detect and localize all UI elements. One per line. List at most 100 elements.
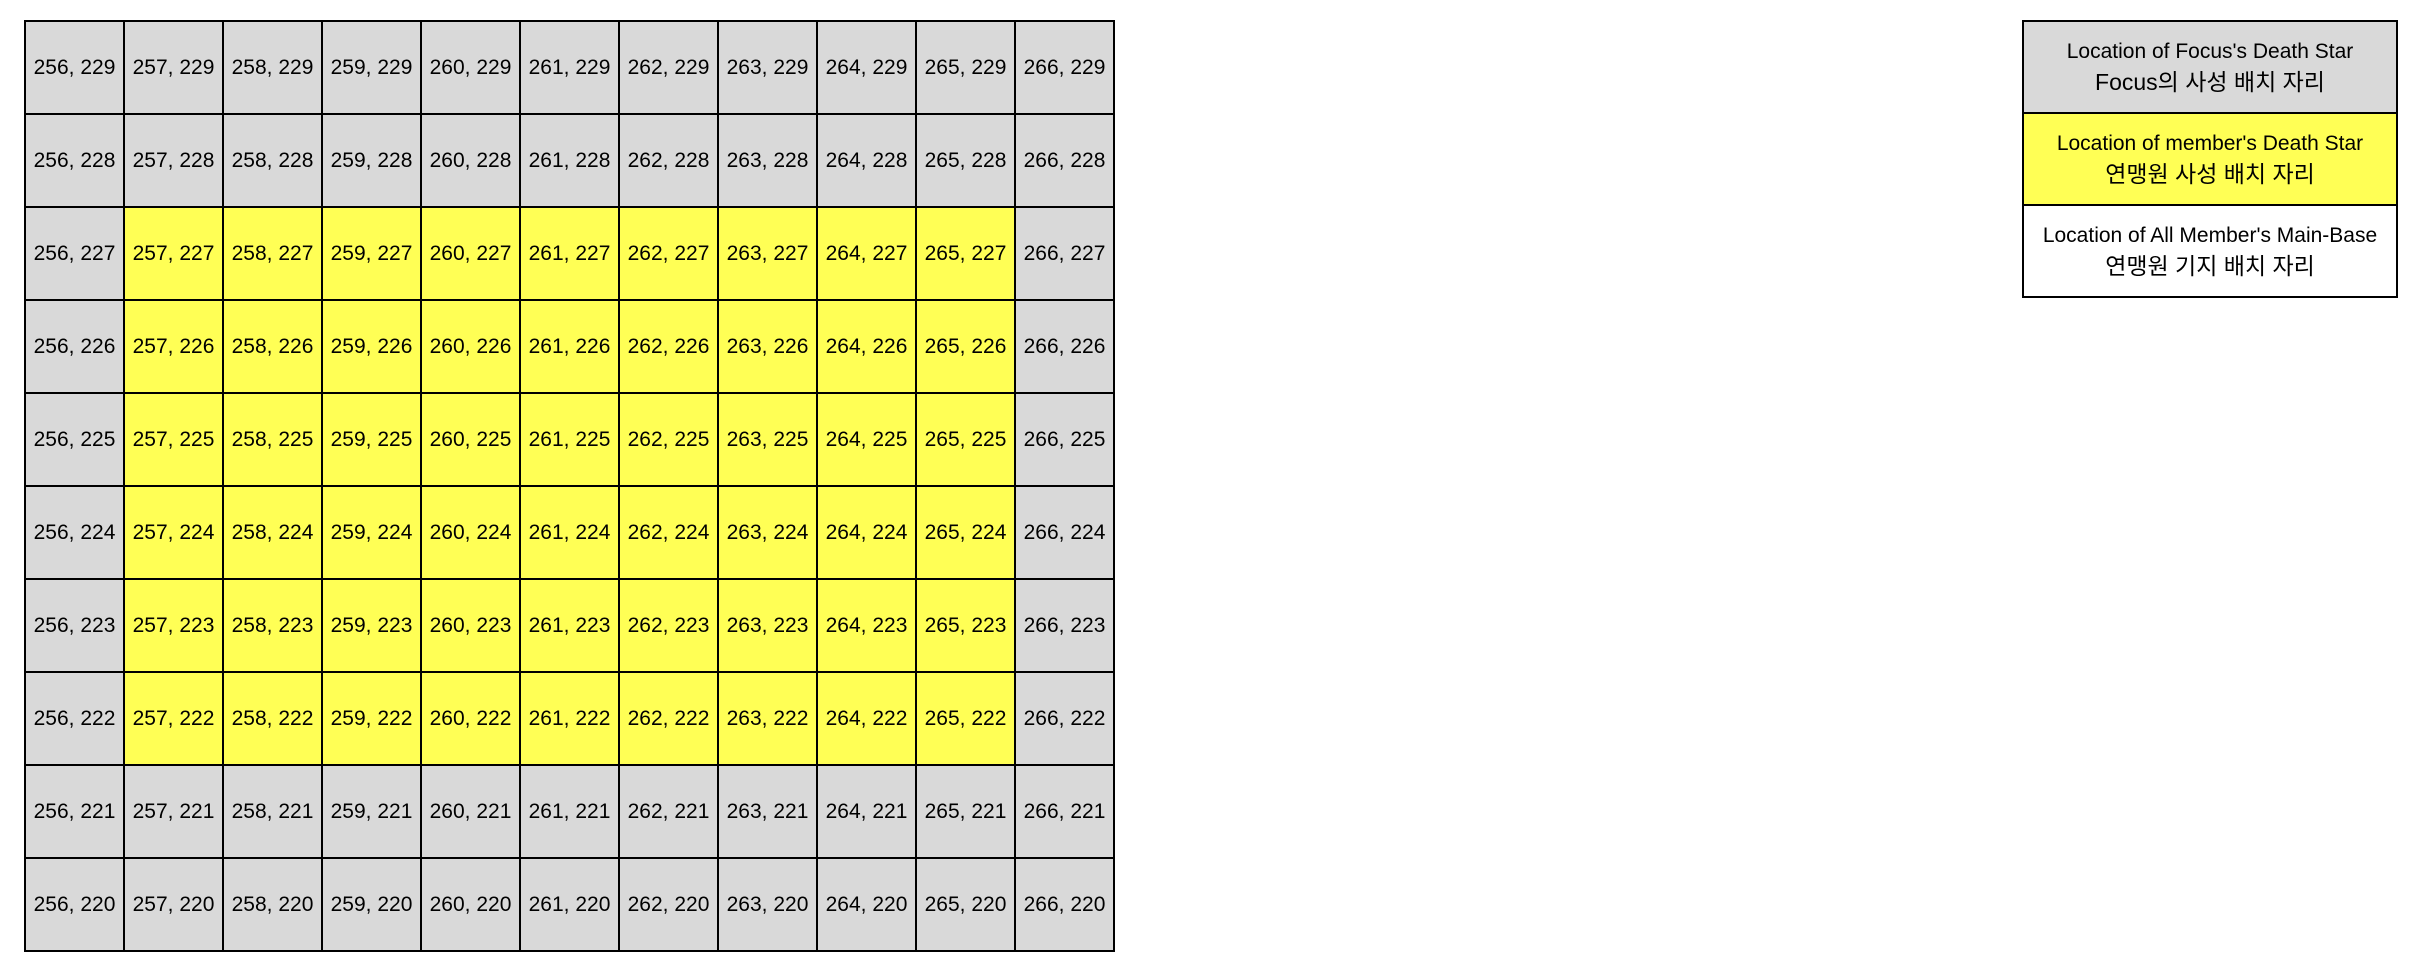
- grid-cell: 262, 224: [618, 485, 719, 580]
- grid-cell: 264, 224: [816, 485, 917, 580]
- grid-cell: 256, 221: [24, 764, 125, 859]
- grid-cell: 259, 228: [321, 113, 422, 208]
- grid-row: 256, 222 257, 222 258, 222 259, 222 260, 222…: [24, 671, 1115, 766]
- grid-cell: 262, 228: [618, 113, 719, 208]
- grid-row: 256, 223 257, 223 258, 223 259, 223 260, 223…: [24, 578, 1115, 673]
- grid-cell: 263, 223: [717, 578, 818, 673]
- grid-cell: 263, 225: [717, 392, 818, 487]
- grid-row: 256, 220 257, 220 258, 220 259, 220 260, 220…: [24, 857, 1115, 952]
- grid-cell: 256, 227: [24, 206, 125, 301]
- grid-cell: 261, 225: [519, 392, 620, 487]
- grid-cell: 256, 220: [24, 857, 125, 952]
- grid-cell: 258, 220: [222, 857, 323, 952]
- grid-cell: 262, 222: [618, 671, 719, 766]
- grid-cell: 266, 223: [1014, 578, 1115, 673]
- grid-cell: 266, 228: [1014, 113, 1115, 208]
- grid-cell: 257, 225: [123, 392, 224, 487]
- grid-cell: 261, 222: [519, 671, 620, 766]
- grid-row: 256, 228 257, 228 258, 228 259, 228 260, 228…: [24, 113, 1115, 208]
- grid-cell: 265, 229: [915, 20, 1016, 115]
- grid-cell: 264, 220: [816, 857, 917, 952]
- grid-cell: 260, 225: [420, 392, 521, 487]
- grid-cell: 264, 221: [816, 764, 917, 859]
- grid-cell: 256, 229: [24, 20, 125, 115]
- grid-cell: 265, 223: [915, 578, 1016, 673]
- grid-cell: 266, 220: [1014, 857, 1115, 952]
- grid-cell: 258, 227: [222, 206, 323, 301]
- grid-cell: 261, 223: [519, 578, 620, 673]
- grid-cell: 257, 221: [123, 764, 224, 859]
- grid-cell: 261, 221: [519, 764, 620, 859]
- grid-cell: 256, 225: [24, 392, 125, 487]
- legend-label-ko: 연맹원 기지 배치 자리: [2105, 253, 2315, 279]
- coordinate-grid: 256, 229 257, 229 258, 229 259, 229 260, 229…: [24, 20, 1115, 952]
- grid-cell: 258, 223: [222, 578, 323, 673]
- grid-cell: 265, 228: [915, 113, 1016, 208]
- grid-cell: 265, 226: [915, 299, 1016, 394]
- grid-row: 256, 224 257, 224 258, 224 259, 224 260, 224…: [24, 485, 1115, 580]
- grid-cell: 262, 229: [618, 20, 719, 115]
- grid-cell: 263, 228: [717, 113, 818, 208]
- grid-cell: 263, 221: [717, 764, 818, 859]
- grid-row: 256, 229 257, 229 258, 229 259, 229 260, 229…: [24, 20, 1115, 115]
- grid-cell: 258, 224: [222, 485, 323, 580]
- grid-cell: 256, 226: [24, 299, 125, 394]
- grid-row: 256, 225 257, 225 258, 225 259, 225 260, 225…: [24, 392, 1115, 487]
- legend-label-ko: 연맹원 사성 배치 자리: [2105, 161, 2315, 187]
- grid-cell: 263, 220: [717, 857, 818, 952]
- grid-cell: 260, 220: [420, 857, 521, 952]
- grid-cell: 262, 223: [618, 578, 719, 673]
- grid-cell: 266, 229: [1014, 20, 1115, 115]
- grid-cell: 265, 221: [915, 764, 1016, 859]
- grid-cell: 264, 222: [816, 671, 917, 766]
- grid-cell: 260, 228: [420, 113, 521, 208]
- grid-cell: 263, 222: [717, 671, 818, 766]
- grid-cell: 257, 220: [123, 857, 224, 952]
- grid-cell: 261, 220: [519, 857, 620, 952]
- grid-row: 256, 227 257, 227 258, 227 259, 227 260, 227…: [24, 206, 1115, 301]
- grid-cell: 265, 220: [915, 857, 1016, 952]
- grid-cell: 257, 227: [123, 206, 224, 301]
- grid-cell: 263, 226: [717, 299, 818, 394]
- grid-cell: 266, 227: [1014, 206, 1115, 301]
- grid-cell: 266, 221: [1014, 764, 1115, 859]
- grid-cell: 264, 229: [816, 20, 917, 115]
- grid-cell: 263, 229: [717, 20, 818, 115]
- grid-cell: 257, 228: [123, 113, 224, 208]
- grid-cell: 257, 226: [123, 299, 224, 394]
- legend-label-en: Location of Focus's Death Star: [2066, 40, 2354, 63]
- grid-cell: 262, 227: [618, 206, 719, 301]
- legend-row: Location of All Member's Main-Base 연맹원 기지…: [2022, 204, 2398, 298]
- grid-cell: 265, 225: [915, 392, 1016, 487]
- grid-cell: 259, 225: [321, 392, 422, 487]
- legend-row: Location of Focus's Death Star Focus의 사성 …: [2022, 20, 2398, 114]
- grid-cell: 261, 229: [519, 20, 620, 115]
- grid-cell: 256, 222: [24, 671, 125, 766]
- grid-cell: 256, 228: [24, 113, 125, 208]
- grid-cell: 257, 222: [123, 671, 224, 766]
- grid-cell: 266, 226: [1014, 299, 1115, 394]
- grid-row: 256, 221 257, 221 258, 221 259, 221 260, 221…: [24, 764, 1115, 859]
- legend: Location of Focus's Death Star Focus의 사성 …: [2022, 20, 2398, 298]
- grid-cell: 259, 222: [321, 671, 422, 766]
- grid-cell: 262, 226: [618, 299, 719, 394]
- grid-cell: 265, 224: [915, 485, 1016, 580]
- grid-cell: 261, 224: [519, 485, 620, 580]
- grid-cell: 257, 224: [123, 485, 224, 580]
- legend-item-focus-death-star: Location of Focus's Death Star Focus의 사성 …: [2022, 20, 2398, 114]
- legend-label-en: Location of All Member's Main-Base: [2042, 224, 2378, 247]
- grid-cell: 256, 223: [24, 578, 125, 673]
- grid-cell: 266, 225: [1014, 392, 1115, 487]
- grid-cell: 260, 227: [420, 206, 521, 301]
- grid-cell: 258, 225: [222, 392, 323, 487]
- grid-cell: 266, 224: [1014, 485, 1115, 580]
- grid-cell: 257, 229: [123, 20, 224, 115]
- grid-cell: 261, 226: [519, 299, 620, 394]
- grid-cell: 256, 224: [24, 485, 125, 580]
- grid-cell: 258, 229: [222, 20, 323, 115]
- legend-item-member-death-star: Location of member's Death Star 연맹원 사성 배치…: [2022, 112, 2398, 206]
- grid-cell: 259, 227: [321, 206, 422, 301]
- grid-cell: 264, 225: [816, 392, 917, 487]
- grid-cell: 259, 223: [321, 578, 422, 673]
- grid-cell: 260, 229: [420, 20, 521, 115]
